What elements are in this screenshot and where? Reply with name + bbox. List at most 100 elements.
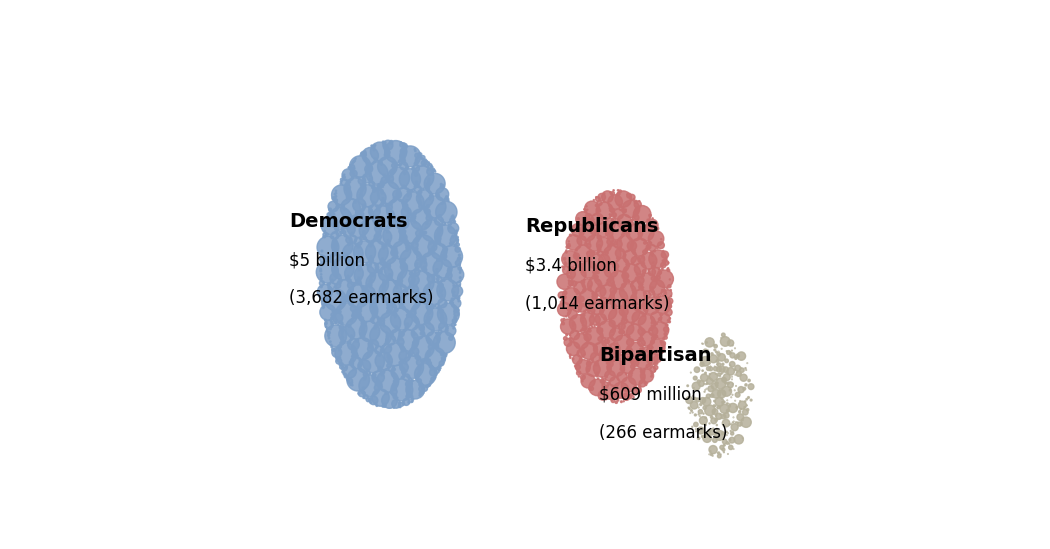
- Circle shape: [452, 286, 463, 296]
- Circle shape: [387, 310, 391, 312]
- Circle shape: [363, 323, 365, 324]
- Circle shape: [614, 240, 623, 248]
- Circle shape: [403, 401, 404, 402]
- Circle shape: [631, 280, 642, 291]
- Circle shape: [390, 274, 391, 275]
- Circle shape: [620, 207, 623, 210]
- Circle shape: [320, 304, 336, 320]
- Circle shape: [610, 287, 616, 294]
- Circle shape: [371, 190, 386, 205]
- Circle shape: [411, 382, 412, 383]
- Circle shape: [360, 153, 362, 154]
- Circle shape: [449, 271, 452, 273]
- Circle shape: [404, 205, 406, 207]
- Circle shape: [421, 155, 425, 160]
- Circle shape: [576, 259, 578, 260]
- Circle shape: [440, 187, 442, 188]
- Circle shape: [396, 256, 397, 258]
- Circle shape: [636, 388, 637, 389]
- Circle shape: [597, 276, 598, 278]
- Circle shape: [644, 257, 645, 258]
- Circle shape: [443, 248, 444, 249]
- Circle shape: [596, 237, 611, 253]
- Circle shape: [407, 216, 410, 218]
- Circle shape: [391, 365, 405, 379]
- Circle shape: [381, 321, 384, 324]
- Circle shape: [382, 280, 384, 282]
- Circle shape: [434, 252, 435, 253]
- Circle shape: [617, 192, 620, 195]
- Circle shape: [427, 169, 428, 170]
- Circle shape: [581, 375, 585, 379]
- Circle shape: [323, 282, 324, 283]
- Circle shape: [401, 239, 402, 240]
- Circle shape: [420, 367, 421, 368]
- Circle shape: [643, 377, 644, 378]
- Circle shape: [597, 235, 602, 239]
- Circle shape: [569, 338, 570, 339]
- Circle shape: [361, 194, 362, 195]
- Circle shape: [651, 322, 652, 323]
- Circle shape: [371, 287, 372, 288]
- Circle shape: [652, 253, 653, 254]
- Circle shape: [377, 181, 400, 204]
- Circle shape: [377, 322, 380, 324]
- Circle shape: [402, 192, 424, 214]
- Circle shape: [584, 332, 587, 336]
- Circle shape: [379, 323, 380, 324]
- Circle shape: [605, 398, 606, 400]
- Circle shape: [425, 159, 426, 160]
- Circle shape: [456, 243, 459, 246]
- Circle shape: [598, 326, 600, 327]
- Circle shape: [603, 378, 606, 382]
- Circle shape: [337, 262, 338, 263]
- Circle shape: [373, 240, 375, 242]
- Circle shape: [396, 341, 398, 343]
- Circle shape: [578, 236, 587, 245]
- Circle shape: [710, 429, 715, 435]
- Circle shape: [727, 351, 731, 355]
- Circle shape: [579, 289, 596, 307]
- Circle shape: [410, 272, 413, 276]
- Circle shape: [393, 241, 411, 260]
- Circle shape: [335, 248, 336, 249]
- Circle shape: [620, 205, 621, 206]
- Circle shape: [583, 271, 585, 272]
- Circle shape: [388, 224, 390, 226]
- Circle shape: [386, 333, 388, 335]
- Circle shape: [629, 227, 630, 228]
- Circle shape: [379, 295, 381, 296]
- Circle shape: [584, 263, 585, 264]
- Circle shape: [707, 383, 708, 384]
- Circle shape: [585, 328, 589, 332]
- Circle shape: [394, 407, 395, 408]
- Circle shape: [359, 316, 363, 321]
- Circle shape: [398, 164, 400, 166]
- Circle shape: [363, 183, 366, 186]
- Circle shape: [321, 217, 339, 234]
- Circle shape: [317, 236, 339, 258]
- Circle shape: [331, 261, 333, 263]
- Circle shape: [454, 245, 456, 247]
- Circle shape: [401, 356, 423, 378]
- Circle shape: [369, 181, 374, 186]
- Circle shape: [358, 315, 360, 317]
- Circle shape: [592, 296, 594, 298]
- Circle shape: [337, 310, 339, 312]
- Circle shape: [411, 285, 414, 289]
- Circle shape: [374, 327, 376, 329]
- Circle shape: [335, 193, 337, 194]
- Circle shape: [426, 356, 428, 358]
- Circle shape: [609, 296, 615, 303]
- Circle shape: [384, 148, 386, 150]
- Circle shape: [643, 270, 646, 273]
- Circle shape: [450, 242, 454, 245]
- Circle shape: [575, 282, 578, 284]
- Circle shape: [452, 236, 453, 238]
- Circle shape: [390, 264, 391, 265]
- Circle shape: [369, 340, 379, 350]
- Circle shape: [331, 344, 332, 346]
- Circle shape: [374, 158, 376, 160]
- Circle shape: [378, 319, 381, 322]
- Circle shape: [417, 190, 434, 207]
